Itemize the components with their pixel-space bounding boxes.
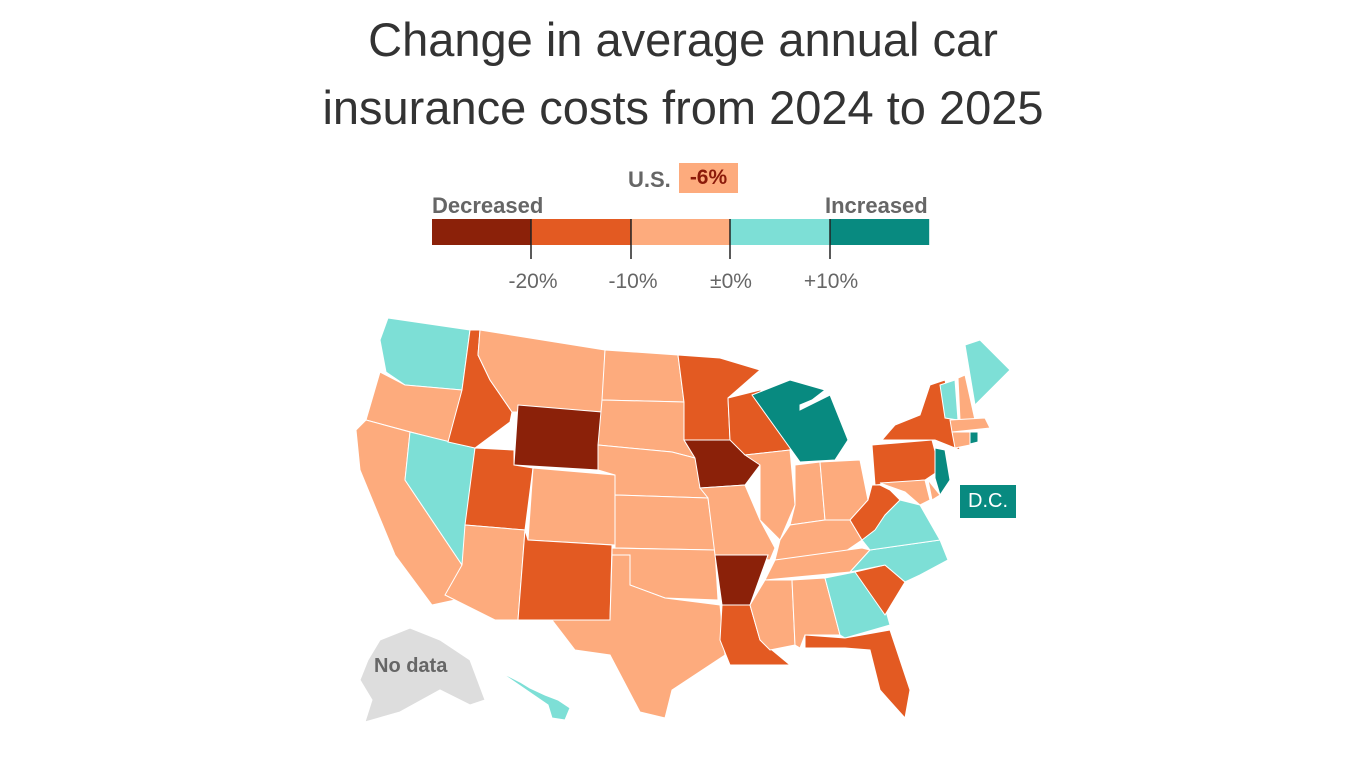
legend-swatch [531, 219, 631, 245]
state-nd [601, 349, 685, 403]
state-ri [969, 431, 979, 445]
state-ny [880, 379, 961, 451]
state-il [743, 449, 796, 541]
no-data-label: No data [374, 655, 448, 677]
state-nj [934, 447, 951, 497]
state-pa [871, 439, 941, 486]
legend-tick-label: +10% [803, 270, 859, 293]
state-tx [550, 554, 726, 719]
state-hi [499, 671, 571, 721]
state-me [964, 339, 1011, 407]
legend-swatch [630, 219, 731, 245]
state-ct [951, 431, 971, 449]
state-mo [699, 484, 776, 561]
state-mi [751, 379, 849, 463]
dc-label-box: D.C. [960, 485, 1016, 518]
legend-tick-label: -20% [508, 270, 558, 293]
chart-title-line-2: insurance costs from 2024 to 2025 [322, 81, 1044, 134]
legend-tick-label: ±0% [710, 270, 752, 293]
legend-bar [432, 219, 930, 259]
state-de [927, 479, 941, 501]
state-in [789, 461, 826, 526]
state-fl [804, 629, 911, 720]
legend-increased-label: Increased [825, 193, 928, 218]
us-label: U.S. [628, 167, 671, 192]
state-wv [849, 484, 901, 541]
state-md [879, 479, 931, 506]
us-states-map [355, 317, 1011, 723]
state-ma [949, 417, 991, 433]
legend-swatch [730, 219, 830, 245]
legend-swatch [432, 219, 532, 245]
legend-tick-label: -10% [608, 270, 658, 293]
state-ak [359, 627, 486, 723]
legend-swatch [829, 219, 930, 245]
state-ks [614, 494, 716, 551]
state-co [527, 467, 616, 546]
legend-decreased-label: Decreased [432, 193, 544, 218]
us-value-badge: -6% [679, 163, 738, 193]
state-wy [513, 404, 603, 471]
chart-title-line-1: Change in average annual car [368, 13, 998, 66]
